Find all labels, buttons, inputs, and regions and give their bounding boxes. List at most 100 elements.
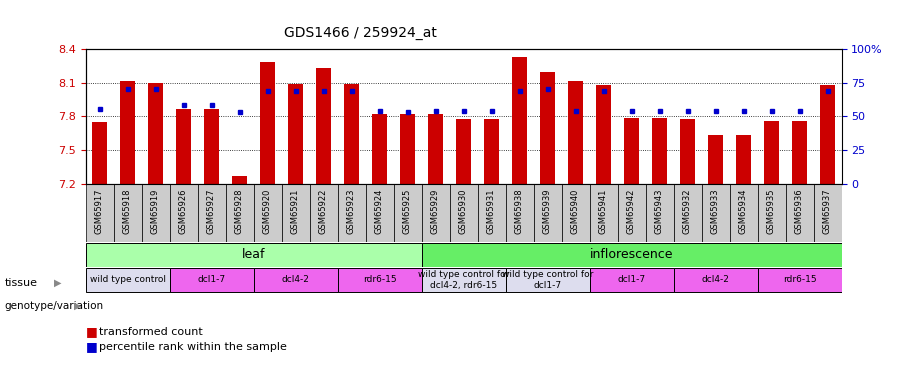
Text: GSM65932: GSM65932 [683,189,692,234]
Bar [730,184,758,242]
Text: GSM65923: GSM65923 [347,189,356,234]
Text: GSM65927: GSM65927 [207,189,216,234]
Bar [176,108,191,184]
Text: GSM65918: GSM65918 [123,189,132,234]
Bar [792,121,807,184]
Bar [455,119,472,184]
Bar [617,184,645,242]
Bar [506,184,534,242]
Text: GSM65939: GSM65939 [543,189,552,234]
Text: GSM65920: GSM65920 [263,189,272,234]
Text: leaf: leaf [242,248,266,261]
Bar [86,268,169,292]
Bar [534,184,562,242]
Bar [428,114,443,184]
Bar [232,176,248,184]
Text: GSM65930: GSM65930 [459,189,468,234]
Bar [820,85,835,184]
Bar [758,268,842,292]
Bar [764,121,779,184]
Text: dcl1-7: dcl1-7 [617,275,645,284]
Bar [169,268,254,292]
Bar [736,135,752,184]
Text: inflorescence: inflorescence [590,248,673,261]
Text: GSM65941: GSM65941 [599,189,608,234]
Bar [540,72,555,184]
Text: rdr6-15: rdr6-15 [363,275,396,284]
Bar [652,118,667,184]
Bar [673,268,758,292]
Bar [197,184,226,242]
Bar [120,81,135,184]
Bar [786,184,814,242]
Text: tissue: tissue [4,278,38,288]
Bar [338,268,421,292]
Bar [203,108,220,184]
Bar [590,184,617,242]
Text: GSM65922: GSM65922 [319,189,328,234]
Bar [254,184,282,242]
Bar [645,184,673,242]
Text: wild type control for
dcl1-7: wild type control for dcl1-7 [502,270,593,290]
Text: transformed count: transformed count [99,327,202,337]
Bar [169,184,197,242]
Bar [141,184,169,242]
Text: dcl4-2: dcl4-2 [702,275,729,284]
Bar [624,118,639,184]
Bar [421,243,842,267]
Bar [148,82,163,184]
Text: ■: ■ [86,340,97,353]
Text: GSM65940: GSM65940 [571,189,580,234]
Bar [707,135,724,184]
Text: GSM65935: GSM65935 [767,189,776,234]
Bar [226,184,254,242]
Bar [596,85,611,184]
Text: dcl4-2: dcl4-2 [282,275,310,284]
Text: wild type control for
dcl4-2, rdr6-15: wild type control for dcl4-2, rdr6-15 [418,270,509,290]
Bar [316,68,331,184]
Text: wild type control: wild type control [89,275,166,284]
Text: GSM65933: GSM65933 [711,189,720,234]
Bar [673,184,701,242]
Bar [113,184,141,242]
Bar [421,184,449,242]
Text: GSM65921: GSM65921 [291,189,300,234]
Bar [344,84,359,184]
Text: GSM65943: GSM65943 [655,189,664,234]
Bar [400,114,415,184]
Text: GSM65934: GSM65934 [739,189,748,234]
Bar [562,184,590,242]
Bar [372,114,387,184]
Text: ■: ■ [86,326,97,338]
Bar [568,81,583,184]
Bar [590,268,673,292]
Bar [365,184,393,242]
Text: GSM65919: GSM65919 [151,189,160,234]
Text: GSM65936: GSM65936 [795,189,804,234]
Bar [680,119,695,184]
Bar [478,184,506,242]
Bar [86,243,421,267]
Bar [338,184,365,242]
Text: GSM65925: GSM65925 [403,189,412,234]
Text: dcl1-7: dcl1-7 [197,275,226,284]
Bar [449,184,478,242]
Text: GSM65929: GSM65929 [431,189,440,234]
Text: GSM65928: GSM65928 [235,189,244,234]
Bar [506,268,590,292]
Text: GSM65926: GSM65926 [179,189,188,234]
Bar [310,184,338,242]
Bar [92,122,107,184]
Bar [254,268,338,292]
Text: ▶: ▶ [74,301,81,310]
Text: GSM65942: GSM65942 [627,189,636,234]
Bar [701,184,730,242]
Text: ▶: ▶ [54,278,61,288]
Text: percentile rank within the sample: percentile rank within the sample [99,342,287,352]
Bar [393,184,421,242]
Text: GSM65917: GSM65917 [95,189,104,234]
Bar [86,184,113,242]
Text: GSM65937: GSM65937 [823,189,832,234]
Text: GDS1466 / 259924_at: GDS1466 / 259924_at [284,26,436,40]
Text: rdr6-15: rdr6-15 [783,275,816,284]
